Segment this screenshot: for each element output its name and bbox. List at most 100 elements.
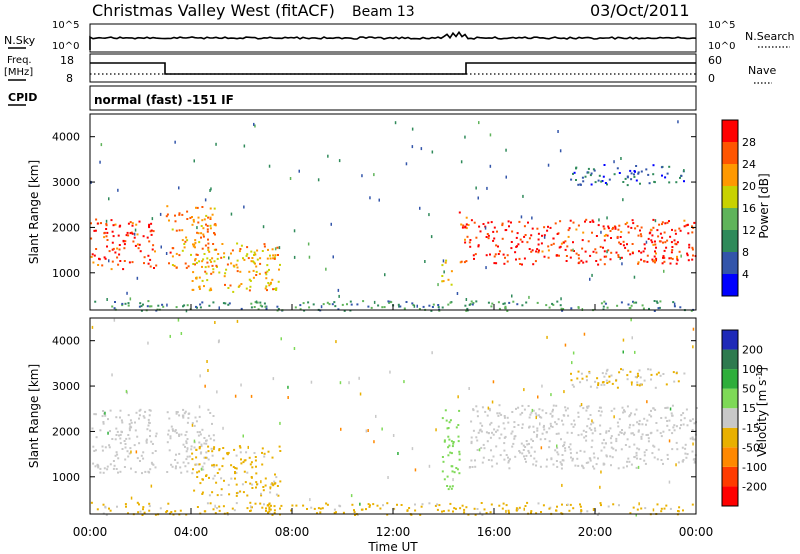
data-cell — [146, 428, 149, 431]
data-cell — [554, 222, 557, 225]
data-cell — [511, 230, 514, 233]
data-cell — [321, 507, 324, 510]
data-cell — [684, 447, 687, 450]
data-cell — [543, 255, 546, 258]
data-cell — [548, 306, 551, 309]
data-cell — [343, 309, 346, 312]
data-cell — [105, 219, 108, 223]
data-cell — [218, 505, 221, 508]
data-cell — [276, 246, 279, 249]
data-cell — [243, 459, 246, 462]
data-cell — [575, 179, 577, 181]
data-cell — [685, 408, 688, 411]
data-cell — [598, 174, 601, 177]
data-cell — [205, 439, 207, 442]
data-cell — [570, 307, 573, 310]
data-cell — [251, 257, 254, 259]
data-cell — [267, 450, 270, 453]
data-cell — [465, 223, 468, 226]
data-cell — [541, 234, 543, 237]
data-cell — [590, 423, 593, 426]
data-cell — [630, 381, 633, 384]
data-cell — [521, 411, 524, 414]
data-cell — [503, 415, 506, 417]
data-cell — [271, 248, 274, 251]
data-cell — [264, 287, 267, 290]
data-cell — [522, 194, 524, 198]
y-tick-label: 2000 — [52, 221, 80, 234]
data-cell — [127, 434, 130, 436]
x-axis-title: Time UT — [367, 540, 418, 554]
data-cell — [203, 253, 206, 255]
data-cell — [670, 257, 672, 260]
data-cell — [106, 239, 109, 241]
data-cell — [535, 250, 538, 253]
data-cell — [271, 513, 274, 516]
data-cell — [192, 288, 195, 291]
data-cell — [486, 233, 489, 235]
data-cell — [449, 419, 452, 422]
data-cell — [677, 461, 680, 464]
data-cell — [118, 248, 121, 251]
data-cell — [199, 306, 202, 309]
data-cell — [166, 303, 168, 307]
data-cell — [538, 408, 541, 411]
data-cell — [635, 165, 638, 167]
data-cell — [252, 276, 255, 279]
data-cell — [430, 309, 433, 312]
data-cell — [638, 384, 641, 387]
data-cell — [171, 428, 174, 431]
data-cell — [634, 375, 637, 378]
data-cell — [659, 432, 662, 435]
data-cell — [214, 504, 216, 508]
data-cell — [111, 373, 113, 377]
data-cell — [350, 494, 353, 498]
data-cell — [471, 303, 474, 306]
data-cell — [477, 431, 480, 434]
velocity-ylabel: Slant Range [km] — [27, 364, 41, 468]
data-cell — [583, 450, 586, 453]
data-cell — [213, 248, 216, 251]
data-cell — [155, 309, 158, 312]
data-cell — [334, 305, 337, 308]
data-cell — [274, 482, 277, 485]
data-cell — [138, 442, 141, 445]
data-cell — [114, 301, 116, 303]
data-cell — [129, 425, 132, 428]
data-cell — [640, 437, 643, 440]
data-cell — [178, 433, 180, 436]
data-cell — [145, 439, 148, 442]
data-cell — [472, 302, 475, 304]
data-cell — [240, 244, 243, 247]
power-panel-frame — [89, 113, 697, 311]
data-cell — [254, 459, 257, 462]
data-cell — [175, 266, 178, 269]
data-cell — [682, 509, 684, 512]
data-cell — [303, 309, 306, 312]
data-cell — [470, 459, 473, 462]
data-cell — [262, 486, 265, 488]
data-cell — [469, 245, 472, 248]
data-cell — [130, 450, 132, 454]
data-cell — [199, 452, 202, 455]
data-cell — [636, 421, 639, 424]
data-cell — [265, 507, 267, 510]
data-cell — [671, 249, 674, 251]
data-cell — [528, 416, 531, 419]
data-cell — [564, 409, 567, 412]
data-cell — [549, 412, 552, 415]
data-cell — [111, 260, 114, 263]
data-cell — [570, 456, 572, 459]
data-cell — [405, 162, 408, 166]
colorbar-tick-label: -50 — [742, 441, 760, 454]
data-cell — [592, 421, 595, 424]
data-cell — [170, 511, 173, 513]
data-cell — [138, 409, 141, 412]
data-cell — [212, 415, 215, 417]
data-cell — [198, 286, 201, 289]
data-cell — [528, 248, 531, 250]
data-cell — [570, 379, 573, 382]
data-cell — [618, 418, 621, 421]
data-cell — [523, 257, 526, 260]
data-cell — [611, 228, 614, 230]
